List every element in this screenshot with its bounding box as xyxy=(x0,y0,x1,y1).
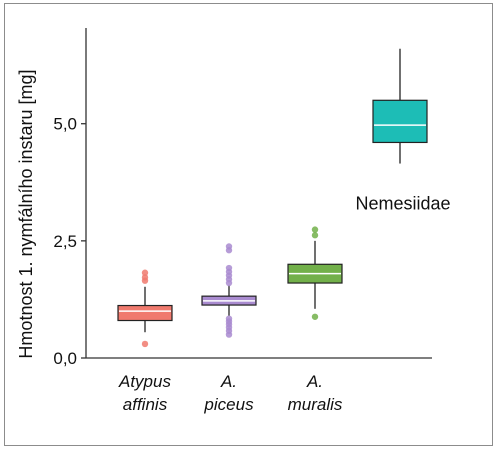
y-tick-label: 5,0 xyxy=(53,115,77,134)
outlier-point xyxy=(311,232,319,239)
annotation-label: Nemesiidae xyxy=(355,193,450,213)
category-label-line1: Atypus xyxy=(118,372,171,391)
category-label-line1: A. xyxy=(306,372,323,391)
outlier-point xyxy=(141,269,149,276)
box-rect xyxy=(117,304,173,322)
outlier-point xyxy=(311,313,319,320)
box-group xyxy=(201,243,257,338)
axes xyxy=(81,28,432,359)
y-tick-label: 2,5 xyxy=(53,232,77,251)
outlier-point xyxy=(141,340,149,348)
outlier-point xyxy=(225,243,233,250)
category-label-line1: A. xyxy=(220,372,237,391)
box-rect xyxy=(372,99,428,144)
box-group xyxy=(287,226,343,320)
y-axis-label: Hmotnost 1. nymfálního instaru [mg] xyxy=(16,69,36,358)
labels-layer: 0,0 2,5 5,0 Atypus affinis A. piceus A. muralis N… xyxy=(53,115,450,414)
box-group xyxy=(117,269,173,348)
category-label-line2: piceus xyxy=(203,395,254,414)
outlier-point xyxy=(225,264,233,272)
boxes-layer xyxy=(117,48,428,348)
outlier-point xyxy=(311,226,319,233)
category-label-line2: affinis xyxy=(123,395,168,414)
outlier-point xyxy=(225,315,233,322)
outlier-point xyxy=(141,274,149,281)
box-group xyxy=(372,48,428,164)
category-label-line2: muralis xyxy=(288,395,343,414)
y-tick-label: 0,0 xyxy=(53,349,77,368)
